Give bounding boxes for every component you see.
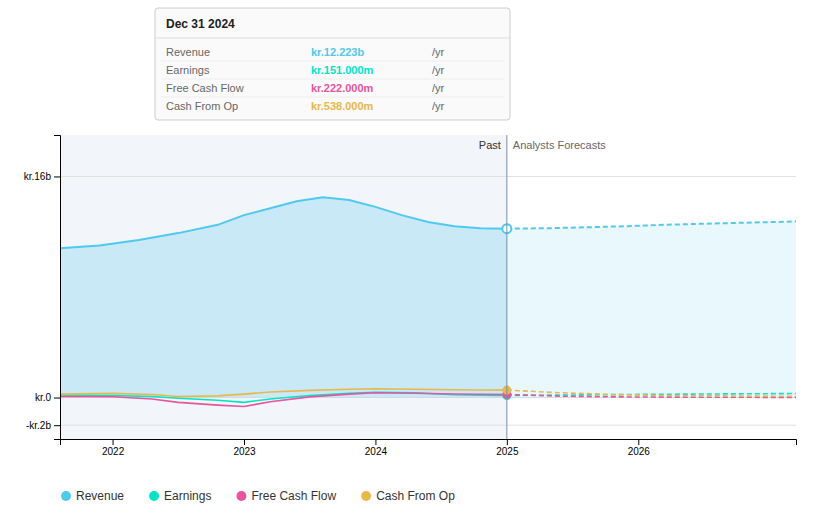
y-axis: kr.16b kr.0 -kr.2b: [24, 136, 61, 440]
divider-line: [506, 135, 507, 439]
info-box-unit: /yr: [432, 46, 445, 58]
info-box-label: Earnings: [166, 64, 210, 76]
annotation-label: Analysts Forecasts: [513, 139, 606, 151]
info-box: Dec 31 2024 Revenue kr.12.223b/yr Earnings k…: [155, 8, 510, 120]
x-tick-mark: [375, 439, 376, 445]
legend-item: Free Cash Flow: [236, 489, 336, 503]
x-tick-mark: [113, 439, 114, 445]
line-forecast: [507, 221, 796, 228]
y-tick-mark: [54, 398, 60, 399]
grid-line: [60, 176, 796, 177]
info-box-row-separator: [161, 97, 504, 98]
x-tick-label: 2025: [496, 446, 519, 457]
annotation-label: Past: [479, 139, 501, 151]
x-tick-mark: [507, 439, 508, 445]
line-past: [60, 393, 507, 407]
info-box-title: Dec 31 2024: [166, 17, 235, 31]
legend-swatch: [61, 491, 71, 501]
grid: [60, 176, 796, 425]
info-box-unit: /yr: [432, 64, 445, 76]
y-tick-mark: [54, 176, 60, 177]
legend-label: Earnings: [164, 489, 211, 503]
area-past: [60, 197, 507, 397]
annotations: Past Analysts Forecasts: [479, 139, 606, 151]
info-box-label: Revenue: [166, 46, 210, 58]
series-group: [60, 197, 796, 406]
info-box-unit: /yr: [432, 100, 445, 112]
x-tick: 2024: [365, 439, 388, 457]
legend-swatch: [236, 491, 246, 501]
legend-swatch: [149, 491, 159, 501]
info-box-separator: [155, 38, 510, 39]
info-box-row-separator: [161, 61, 504, 62]
line-past: [60, 197, 507, 248]
x-tick-label: 2024: [365, 446, 388, 457]
legend-item: Earnings: [149, 489, 211, 503]
info-box-label: Cash From Op: [166, 100, 238, 112]
chart-svg: 2022 2023 2024 2025 2026 kr.16b kr.0 -kr.2b Past…: [0, 0, 821, 524]
plot-area: [60, 135, 796, 439]
y-tick-label: kr.16b: [24, 171, 52, 182]
x-tick-label: 2026: [628, 446, 651, 457]
chart-container: 2022 2023 2024 2025 2026 kr.16b kr.0 -kr.2b Past…: [0, 0, 821, 524]
x-tick: 2022: [102, 439, 125, 457]
x-tick-mark: [244, 439, 245, 445]
y-tick-label: kr.0: [35, 392, 52, 403]
y-tick-mark: [54, 425, 60, 426]
past-region: [60, 135, 507, 439]
info-box-value: kr.12.223b: [311, 46, 364, 58]
x-tick: 2025: [496, 439, 519, 457]
y-tick: -kr.2b: [26, 420, 60, 431]
x-tick-mark: [638, 439, 639, 445]
legend-item: Revenue: [61, 489, 124, 503]
legend-label: Revenue: [76, 489, 124, 503]
info-box-row-separator: [161, 79, 504, 80]
y-tick-label: -kr.2b: [26, 420, 51, 431]
legend-item: Cash From Op: [361, 489, 455, 503]
y-tick: kr.0: [35, 392, 60, 403]
legend-swatch: [361, 491, 371, 501]
info-box-unit: /yr: [432, 82, 445, 94]
x-tick-label: 2022: [102, 446, 125, 457]
x-tick: 2026: [628, 439, 651, 457]
grid-line: [60, 425, 796, 426]
info-box-value: kr.151.000m: [311, 64, 374, 76]
legend-label: Cash From Op: [376, 489, 455, 503]
y-axis-line: [54, 136, 61, 440]
line-forecast: [507, 390, 796, 396]
info-box-label: Free Cash Flow: [166, 82, 244, 94]
info-box-frame: [155, 8, 510, 120]
legend-label: Free Cash Flow: [251, 489, 336, 503]
line-past: [60, 389, 507, 397]
info-box-value: kr.222.000m: [311, 82, 374, 94]
area-forecast: [507, 221, 796, 397]
info-box-value: kr.538.000m: [311, 100, 374, 112]
y-tick: kr.16b: [24, 171, 60, 182]
x-tick-label: 2023: [233, 446, 256, 457]
x-axis-line: [61, 440, 797, 446]
x-axis: 2022 2023 2024 2025 2026: [61, 439, 797, 457]
legend: Revenue Earnings Free Cash Flow Cash From O…: [61, 489, 455, 503]
x-tick: 2023: [233, 439, 256, 457]
